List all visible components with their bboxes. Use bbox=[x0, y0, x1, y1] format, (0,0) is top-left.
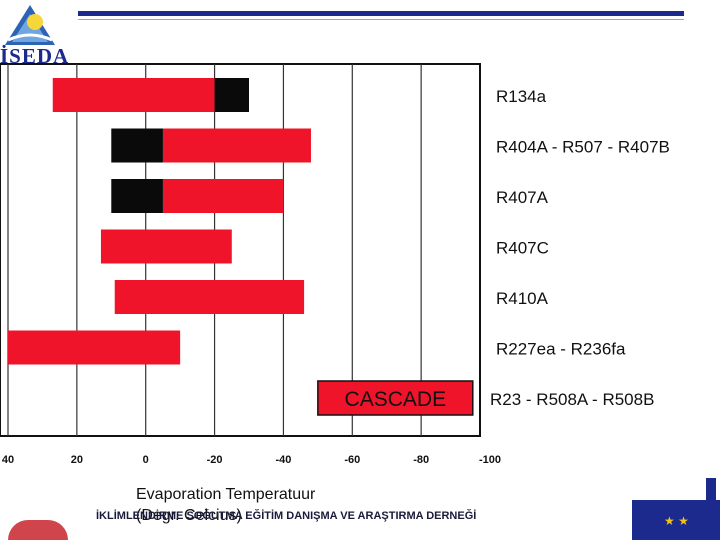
bar-black bbox=[111, 128, 163, 163]
x-tick-label: 40 bbox=[2, 454, 14, 466]
x-tick-label: -20 bbox=[207, 454, 223, 466]
bar-text: CASCADE bbox=[345, 388, 447, 411]
category-label: R407A bbox=[496, 188, 549, 207]
category-label: R407C bbox=[496, 239, 549, 258]
bar-red bbox=[8, 330, 181, 365]
category-label: R227ea - R236fa bbox=[496, 340, 626, 359]
x-axis-label: Evaporation Temperatuur bbox=[136, 486, 316, 503]
x-tick-label: -60 bbox=[344, 454, 360, 466]
bar-red bbox=[162, 179, 284, 213]
bar-red bbox=[100, 229, 232, 264]
x-tick-label: 0 bbox=[143, 454, 149, 466]
bar-red bbox=[52, 78, 215, 112]
x-tick-label: -80 bbox=[413, 454, 429, 466]
eu-flag-icon bbox=[632, 500, 720, 540]
x-tick-label: 20 bbox=[71, 454, 83, 466]
category-label: R404A - R507 - R407B bbox=[496, 138, 670, 157]
bar-black bbox=[111, 179, 163, 213]
eu-flag-pole bbox=[706, 478, 716, 540]
plot-frame bbox=[0, 63, 481, 437]
footer-emblem bbox=[8, 520, 68, 540]
footer-association: İKLİMLENDİRME SOĞUTMA EĞİTİM DANIŞMA VE … bbox=[96, 510, 477, 522]
x-tick-label: -40 bbox=[275, 454, 291, 466]
category-label: R410A bbox=[496, 289, 549, 308]
x-tick-label: -100 bbox=[479, 454, 501, 466]
header-rule-thin bbox=[78, 19, 684, 20]
bar-outline bbox=[317, 380, 474, 416]
category-label: R134a bbox=[496, 87, 547, 106]
bar-red bbox=[114, 280, 305, 314]
eu-star-icon: ★ ★ bbox=[664, 514, 689, 528]
category-label: R23 - R508A - R508B bbox=[490, 390, 654, 409]
bar-black bbox=[214, 78, 249, 112]
header-rule bbox=[78, 11, 684, 16]
bar-red bbox=[162, 128, 311, 163]
x-axis-label-unit: (Degr. Celcius) bbox=[136, 507, 242, 524]
bar-red bbox=[317, 381, 473, 415]
iseda-logo-icon bbox=[5, 5, 55, 45]
